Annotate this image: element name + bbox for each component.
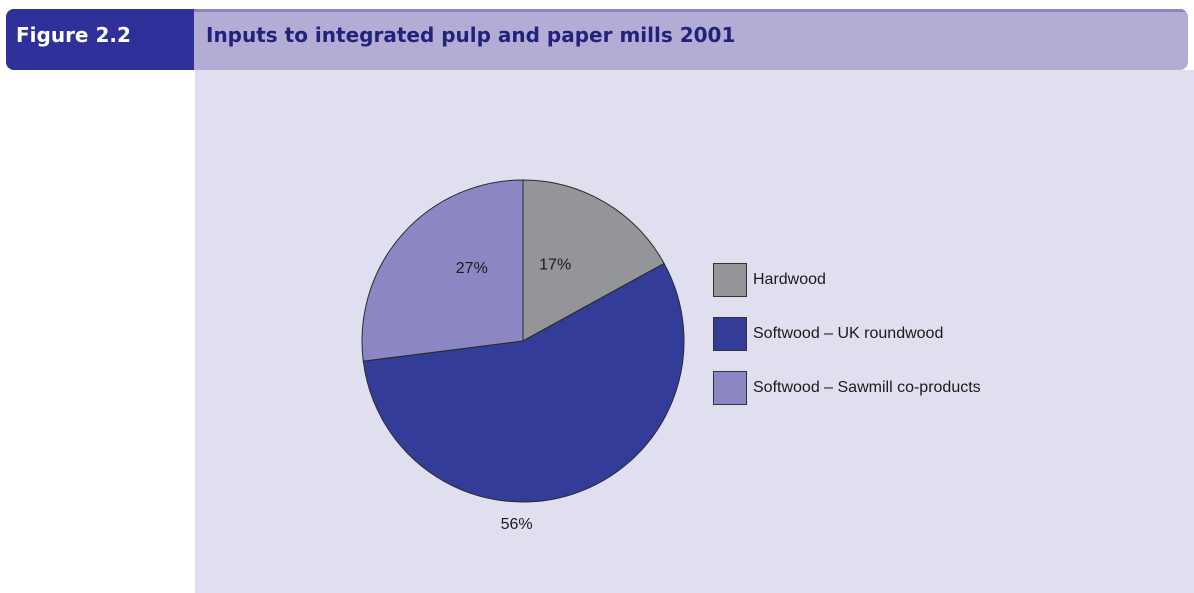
legend-item-hardwood: Hardwood <box>713 262 826 298</box>
pie-label-softwood-sawmill-co-products: 27% <box>456 260 488 277</box>
legend-swatch-softwood-sawmill-co-products <box>713 371 747 405</box>
pie-slice-softwood-uk-roundwood <box>362 262 685 503</box>
legend-label-softwood-uk-roundwood: Softwood – UK roundwood <box>753 325 944 342</box>
legend-item-softwood-uk-roundwood: Softwood – UK roundwood <box>713 316 943 352</box>
header-accent-line <box>6 9 1188 12</box>
figure-header-bar: Figure 2.2 Inputs to integrated pulp and… <box>6 9 1188 70</box>
pie-label-hardwood: 17% <box>539 257 571 274</box>
figure-title: Inputs to integrated pulp and paper mill… <box>206 23 736 47</box>
pie-chart: 17% 56% 27% <box>361 179 685 533</box>
chart-panel: 17% 56% 27% Hardwood Softwood – UK roundwo… <box>195 70 1194 593</box>
legend-label-softwood-sawmill-co-products: Softwood – Sawmill co-products <box>753 379 981 396</box>
pie-slice-softwood-sawmill-co-products <box>361 179 524 362</box>
legend-swatch-hardwood <box>713 263 747 297</box>
legend-label-hardwood: Hardwood <box>753 271 826 288</box>
pie-slice-hardwood <box>522 179 665 342</box>
legend-item-softwood-sawmill-co-products: Softwood – Sawmill co-products <box>713 370 981 406</box>
figure-number-label: Figure 2.2 <box>6 9 194 70</box>
pie-label-softwood-uk-roundwood: 56% <box>501 516 533 533</box>
legend-swatch-softwood-uk-roundwood <box>713 317 747 351</box>
